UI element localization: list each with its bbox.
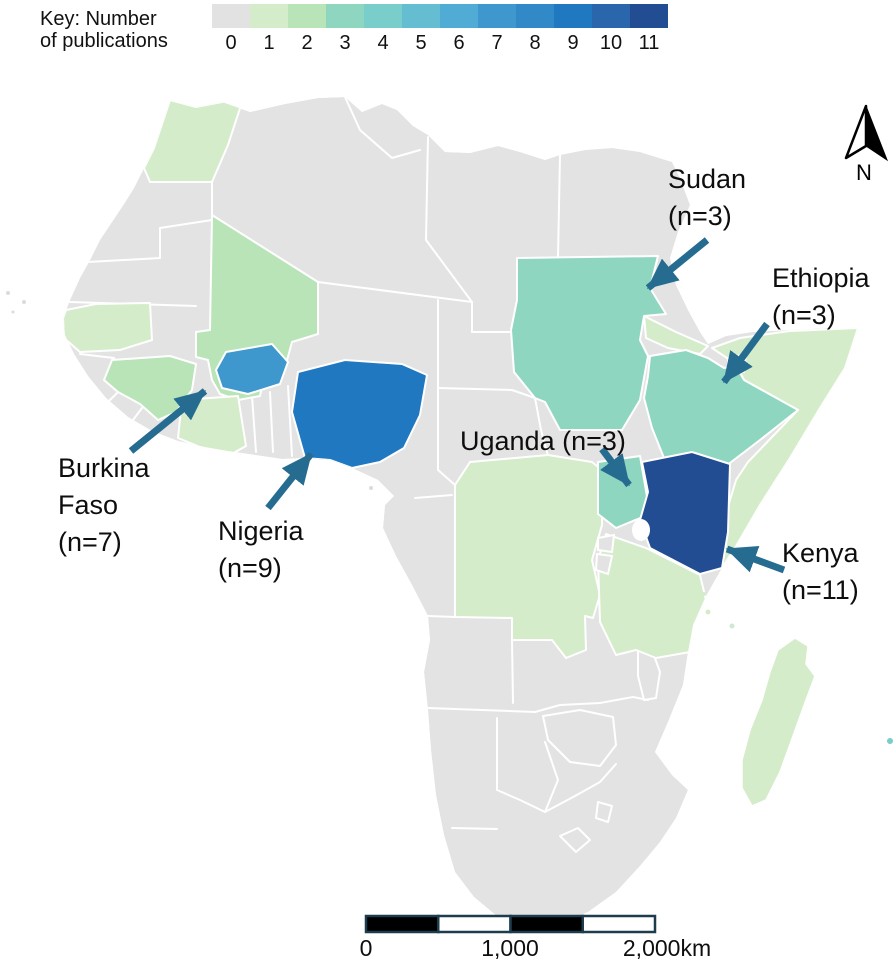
legend-cell-2: 2 bbox=[288, 4, 326, 55]
arrow-nigeria bbox=[265, 451, 314, 511]
north-arrow: N bbox=[844, 104, 889, 185]
label-burkina-faso-n: (n=7) bbox=[58, 527, 122, 557]
legend-value: 1 bbox=[263, 32, 275, 54]
arrow-kenya bbox=[725, 545, 786, 574]
north-arrow-label: N bbox=[856, 160, 872, 185]
label-burkina-faso-2: Faso bbox=[58, 490, 118, 520]
legend-cell-9: 9 bbox=[554, 4, 592, 55]
legend-cell-8: 8 bbox=[516, 4, 554, 55]
scale-bar: 0 1,000 2,000km bbox=[360, 914, 711, 960]
legend-value: 3 bbox=[339, 32, 351, 54]
scale-tick-0: 0 bbox=[360, 935, 373, 960]
country-kenya bbox=[639, 451, 731, 575]
country-drc bbox=[454, 454, 603, 659]
legend: Key: Number of publications 0 1 2 3 4 5 … bbox=[40, 4, 668, 55]
legend-color-ramp: 0 1 2 3 4 5 6 7 8 9 10 11 bbox=[212, 4, 668, 55]
label-sudan: Sudan bbox=[668, 164, 746, 194]
legend-swatch bbox=[478, 4, 516, 28]
label-uganda: Uganda (n=3) bbox=[460, 426, 626, 456]
north-arrow-left-half bbox=[844, 104, 868, 160]
legend-swatch bbox=[592, 4, 630, 28]
legend-value: 4 bbox=[377, 32, 389, 54]
country-madagascar bbox=[741, 637, 816, 807]
small-islands bbox=[6, 291, 893, 744]
legend-cell-6: 6 bbox=[440, 4, 478, 55]
legend-swatch bbox=[212, 4, 250, 28]
label-burkina-faso: Burkina bbox=[58, 453, 151, 483]
legend-value: 10 bbox=[599, 32, 623, 54]
legend-value: 5 bbox=[415, 32, 427, 54]
scale-tick-2000: 2,000km bbox=[623, 935, 711, 960]
country-burundi bbox=[594, 552, 614, 576]
legend-swatch bbox=[554, 4, 592, 28]
country-senegal bbox=[63, 302, 153, 353]
arrow-uganda bbox=[599, 446, 632, 488]
legend-value: 0 bbox=[225, 32, 237, 54]
legend-swatch bbox=[326, 4, 364, 28]
country-borders bbox=[65, 97, 661, 853]
arrow-ethiopia bbox=[721, 321, 770, 385]
legend-cell-7: 7 bbox=[478, 4, 516, 55]
north-arrow-right-half bbox=[865, 105, 889, 162]
legend-swatch bbox=[630, 4, 668, 28]
legend-value: 8 bbox=[529, 32, 541, 54]
annotation-labels: Sudan (n=3) Ethiopia (n=3) Uganda (n=3) … bbox=[58, 164, 871, 605]
legend-title-line1: Key: Number bbox=[40, 8, 157, 30]
country-sudan bbox=[510, 255, 667, 431]
country-rwanda bbox=[597, 533, 616, 554]
label-kenya-n: (n=11) bbox=[782, 575, 859, 605]
country-eritrea bbox=[643, 315, 709, 355]
legend-swatch bbox=[402, 4, 440, 28]
legend-cell-3: 3 bbox=[326, 4, 364, 55]
enclaves bbox=[594, 533, 616, 576]
country-tanzania bbox=[597, 533, 707, 659]
label-kenya: Kenya bbox=[782, 538, 860, 568]
annotation-arrows bbox=[128, 237, 786, 574]
legend-cell-4: 4 bbox=[364, 4, 402, 55]
legend-cell-0: 0 bbox=[212, 4, 250, 55]
legend-value: 7 bbox=[491, 32, 503, 54]
label-ethiopia: Ethiopia bbox=[772, 263, 871, 293]
country-nigeria bbox=[291, 359, 428, 469]
label-nigeria-n: (n=9) bbox=[218, 553, 282, 583]
arrow-sudan bbox=[645, 237, 710, 291]
legend-swatch bbox=[250, 4, 288, 28]
legend-swatch bbox=[516, 4, 554, 28]
legend-value: 11 bbox=[638, 32, 660, 54]
country-ethiopia bbox=[643, 349, 799, 471]
lake-victoria bbox=[632, 519, 650, 541]
legend-swatch bbox=[440, 4, 478, 28]
arrow-burkina-faso bbox=[128, 388, 208, 454]
label-ethiopia-n: (n=3) bbox=[772, 300, 836, 330]
label-nigeria: Nigeria bbox=[218, 516, 305, 546]
legend-cell-10: 10 bbox=[592, 4, 630, 55]
legend-cell-11: 11 bbox=[630, 4, 668, 55]
country-guinea bbox=[103, 355, 197, 421]
legend-cell-5: 5 bbox=[402, 4, 440, 55]
legend-value: 6 bbox=[453, 32, 465, 54]
legend-title: Key: Number of publications bbox=[40, 4, 212, 52]
legend-value: 9 bbox=[567, 32, 579, 54]
label-sudan-n: (n=3) bbox=[668, 201, 732, 231]
country-burkina-faso bbox=[215, 343, 289, 395]
legend-cell-1: 1 bbox=[250, 4, 288, 55]
legend-swatch bbox=[288, 4, 326, 28]
legend-title-line2: of publications bbox=[40, 30, 168, 52]
legend-swatch bbox=[364, 4, 402, 28]
scale-tick-1000: 1,000 bbox=[481, 935, 539, 960]
shaded-countries bbox=[63, 98, 858, 659]
legend-value: 2 bbox=[301, 32, 313, 54]
